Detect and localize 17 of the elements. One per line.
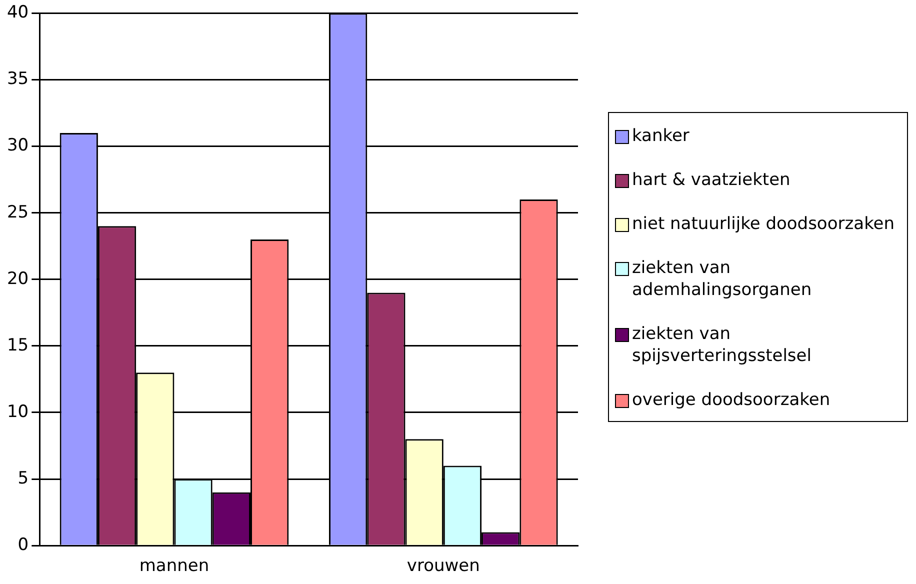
x-tick-label: vrouwen [406, 556, 480, 576]
y-tick-label: 0 [18, 535, 29, 556]
legend-label: ziekten van ademhalingsorganen [632, 257, 813, 301]
legend-label: ziekten van spijsverteringsstelsel [632, 323, 812, 367]
y-tick-label: 30 [6, 136, 29, 156]
y-tick-label: 25 [6, 202, 29, 222]
y-tick-label: 35 [6, 69, 29, 90]
y-tick-label: 20 [6, 268, 29, 289]
legend-label: kanker [632, 125, 690, 147]
legend-label: niet natuurlijke doodsoorzaken [632, 213, 895, 235]
y-tick-label: 40 [6, 2, 29, 23]
y-tick-label: 5 [18, 468, 29, 488]
x-tick-label: mannen [139, 556, 210, 576]
legend-label: hart & vaatziekten [632, 169, 790, 191]
y-tick-label: 10 [6, 402, 29, 422]
legend-label: overige doodsoorzaken [632, 389, 830, 411]
y-tick-label: 15 [6, 335, 29, 356]
